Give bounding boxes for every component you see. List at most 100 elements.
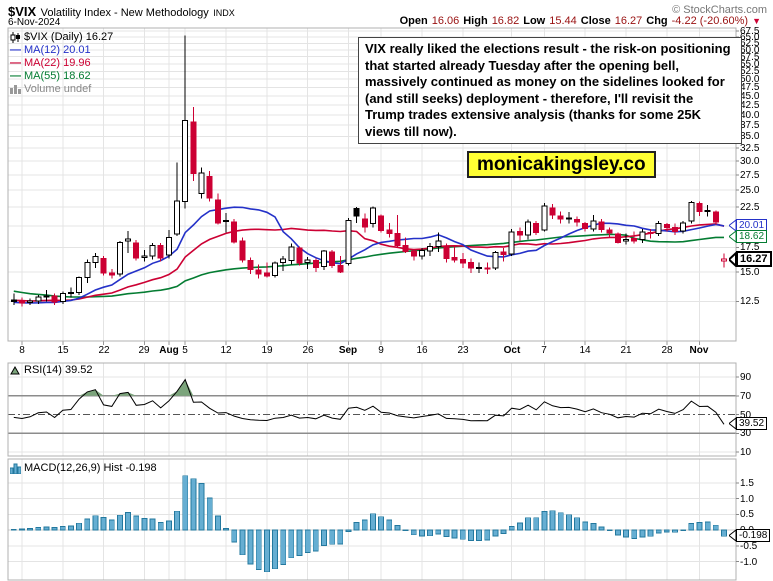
- price-axis-label: 65.0: [740, 32, 760, 43]
- candle-body: [484, 267, 491, 270]
- price-axis-label: 52.5: [740, 66, 760, 77]
- candle-body: [549, 207, 556, 216]
- date-axis-label: Aug: [159, 345, 179, 356]
- price-axis-label: 57.5: [740, 52, 760, 63]
- macd-histogram-bar: [108, 519, 115, 531]
- price-axis-label: 15.0: [740, 267, 760, 278]
- macd-histogram-bar: [198, 483, 205, 531]
- candle-body: [500, 251, 507, 256]
- legend-ma55: — MA(55) 18.62: [10, 70, 91, 82]
- candle-body: [59, 293, 66, 302]
- macd-histogram-bar: [467, 529, 474, 541]
- candle-body: [10, 299, 17, 302]
- candle-body: [149, 245, 156, 257]
- macd-histogram-bar: [157, 522, 164, 531]
- macd-histogram-bar: [329, 529, 336, 545]
- candle-body: [337, 265, 344, 273]
- candle-body: [508, 231, 515, 255]
- macd-histogram-bar: [182, 475, 189, 531]
- price-axis-label: 25.0: [740, 185, 760, 196]
- candle-body: [304, 259, 311, 264]
- price-axis-label: 42.5: [740, 100, 760, 111]
- price-axis-label: 30.0: [740, 156, 760, 167]
- candle-body: [296, 247, 303, 264]
- candle-body: [321, 250, 327, 268]
- macd-histogram-bar: [255, 529, 262, 570]
- chg-value: -4.22 (-20.60%): [671, 15, 749, 27]
- macd-histogram-bar: [19, 528, 25, 531]
- macd-histogram-bar: [263, 529, 270, 573]
- macd-histogram-bar: [492, 529, 499, 537]
- macd-histogram-bar: [117, 514, 123, 531]
- candle-body: [712, 211, 719, 223]
- candle-body: [198, 172, 205, 194]
- candle-body: [263, 272, 270, 277]
- date-axis-label: Nov: [689, 345, 709, 356]
- candle-body: [214, 199, 221, 224]
- candle-body: [459, 259, 466, 264]
- macd-histogram-bar: [239, 529, 246, 556]
- candle-body: [541, 205, 548, 231]
- candle-body: [165, 237, 172, 256]
- candle-body: [704, 210, 711, 213]
- candle-body: [516, 231, 523, 236]
- macd-histogram-bar: [165, 520, 172, 531]
- candle-body: [76, 277, 83, 294]
- candle-body: [231, 221, 238, 243]
- candle-body: [402, 245, 409, 252]
- macd-histogram-bar: [500, 529, 507, 534]
- macd-histogram-bar: [378, 516, 385, 531]
- macd-histogram-bar: [712, 524, 719, 531]
- legend-price: $VIX (Daily) 16.27: [10, 31, 113, 43]
- chart-date: 6-Nov-2024: [8, 17, 61, 28]
- candle-body: [223, 219, 229, 222]
- candle-body: [647, 232, 654, 234]
- date-axis-label: 28: [661, 345, 673, 356]
- macd-histogram-bar: [190, 478, 197, 531]
- legend-ma12-text: MA(12) 20.01: [24, 44, 91, 56]
- macd-histogram-bar: [361, 519, 368, 531]
- legend-ma12: — MA(12) 20.01: [10, 44, 91, 56]
- quote-line: Open 16.06 High 16.82 Low 15.44 Close 16…: [400, 15, 761, 27]
- macd-axis-label: 1.0: [740, 494, 754, 505]
- macd-histogram-bar: [223, 528, 229, 531]
- macd-axis-label: -1.0: [740, 557, 758, 568]
- date-axis-label: 16: [416, 345, 428, 356]
- price-axis-label: 27.5: [740, 170, 760, 181]
- low-label: Low: [523, 15, 546, 27]
- macd-histogram-bar: [517, 522, 523, 531]
- macd-histogram-bar: [35, 527, 42, 531]
- annotation-box: VIX really liked the elections result - …: [358, 37, 742, 144]
- date-axis-label: 29: [138, 345, 150, 356]
- macd-histogram-bar: [533, 517, 540, 531]
- candle-body: [410, 250, 417, 257]
- macd-histogram-bar: [525, 517, 531, 531]
- callout-value: 39.52: [736, 417, 768, 430]
- macd-histogram-bar: [370, 513, 376, 531]
- macd-histogram-bar: [43, 526, 50, 531]
- date-axis-label: 19: [261, 345, 273, 356]
- macd-histogram-bar: [394, 525, 401, 531]
- candle-body: [631, 237, 638, 242]
- ma22-line-icon: —: [10, 57, 21, 69]
- callout-arrow-icon: [729, 251, 736, 267]
- macd-histogram-bar: [574, 517, 580, 531]
- legend-rsi: RSI(14) 39.52: [10, 364, 92, 376]
- open-value: 16.06: [431, 15, 460, 27]
- macd-axis-label: -0.5: [740, 541, 758, 552]
- candle-body: [133, 242, 140, 259]
- rsi-axis-label: 70: [740, 391, 752, 402]
- macd-histogram-bar: [402, 529, 409, 532]
- candle-body: [696, 203, 703, 212]
- axis-callout-18.62: 18.62: [729, 230, 768, 243]
- candle-body: [639, 231, 646, 240]
- macd-histogram-bar: [59, 526, 66, 531]
- ma-line-55: [13, 233, 724, 298]
- macd-histogram-bar: [280, 529, 287, 565]
- macd-histogram-bar: [125, 512, 131, 531]
- callout-arrow-icon: [729, 417, 736, 430]
- macd-histogram-bar: [598, 526, 605, 531]
- date-axis-label: 23: [457, 345, 469, 356]
- candle-body: [190, 121, 197, 175]
